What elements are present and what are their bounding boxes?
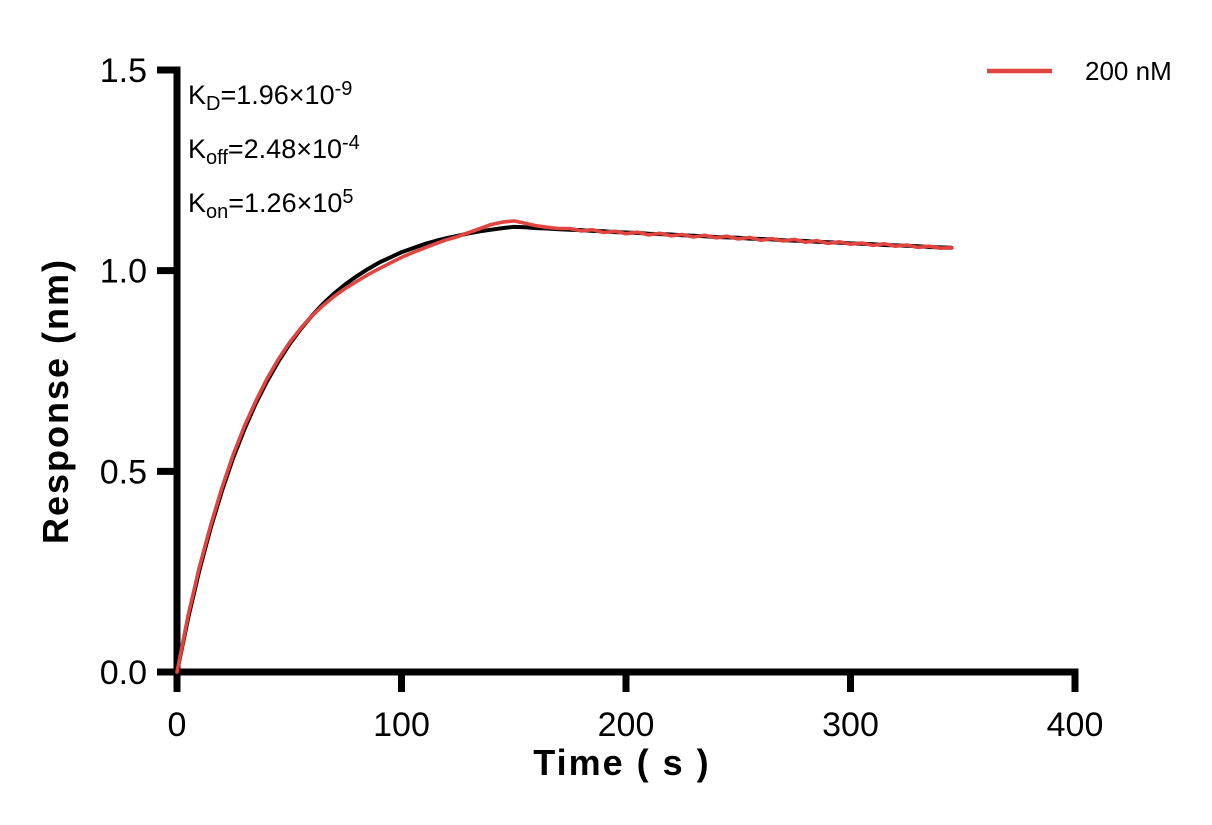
koff-annotation: Koff=2.48×10-4 xyxy=(188,124,360,178)
koff-value: =2.48×10 xyxy=(227,134,343,164)
y-tick-label: 0.0 xyxy=(100,654,147,692)
legend: 200 nM xyxy=(987,56,1172,86)
curve-200-nm xyxy=(175,219,954,674)
x-tick-label: 400 xyxy=(1047,706,1104,744)
legend-label: 200 nM xyxy=(1085,56,1172,86)
kon-value: =1.26×10 xyxy=(228,188,343,218)
y-axis-title: Response (nm) xyxy=(35,258,76,544)
curve-fit xyxy=(175,224,954,674)
kd-subscript: D xyxy=(206,93,221,115)
koff-subscript: off xyxy=(206,147,228,169)
x-tick-label: 100 xyxy=(373,706,430,744)
x-tick-label: 0 xyxy=(168,706,187,744)
kd-value: =1.96×10 xyxy=(220,80,335,110)
y-tick-label: 1.0 xyxy=(100,253,147,291)
x-tick-label: 200 xyxy=(598,706,655,744)
axis-ticks xyxy=(157,66,1079,692)
kinetics-annotation: KD=1.96×10-9 Koff=2.48×10-4 Kon=1.26×105 xyxy=(188,70,360,232)
y-tick-label: 0.5 xyxy=(100,453,147,491)
kd-annotation: KD=1.96×10-9 xyxy=(188,70,360,124)
kon-subscript: on xyxy=(206,201,229,223)
axis-tick-labels: 0 100 200 300 400 0.0 0.5 1.0 1.5 xyxy=(100,52,1104,744)
kon-exponent: 5 xyxy=(342,186,354,208)
kon-symbol: K xyxy=(188,188,207,218)
data-curves xyxy=(175,219,954,674)
koff-exponent: -4 xyxy=(342,132,360,154)
x-axis-title: Time ( s ) xyxy=(533,742,710,783)
koff-symbol: K xyxy=(188,134,207,164)
kon-annotation: Kon=1.26×105 xyxy=(188,178,360,232)
x-tick-label: 300 xyxy=(822,706,879,744)
y-tick-label: 1.5 xyxy=(100,52,147,90)
kd-symbol: K xyxy=(188,80,207,110)
kd-exponent: -9 xyxy=(334,78,353,100)
